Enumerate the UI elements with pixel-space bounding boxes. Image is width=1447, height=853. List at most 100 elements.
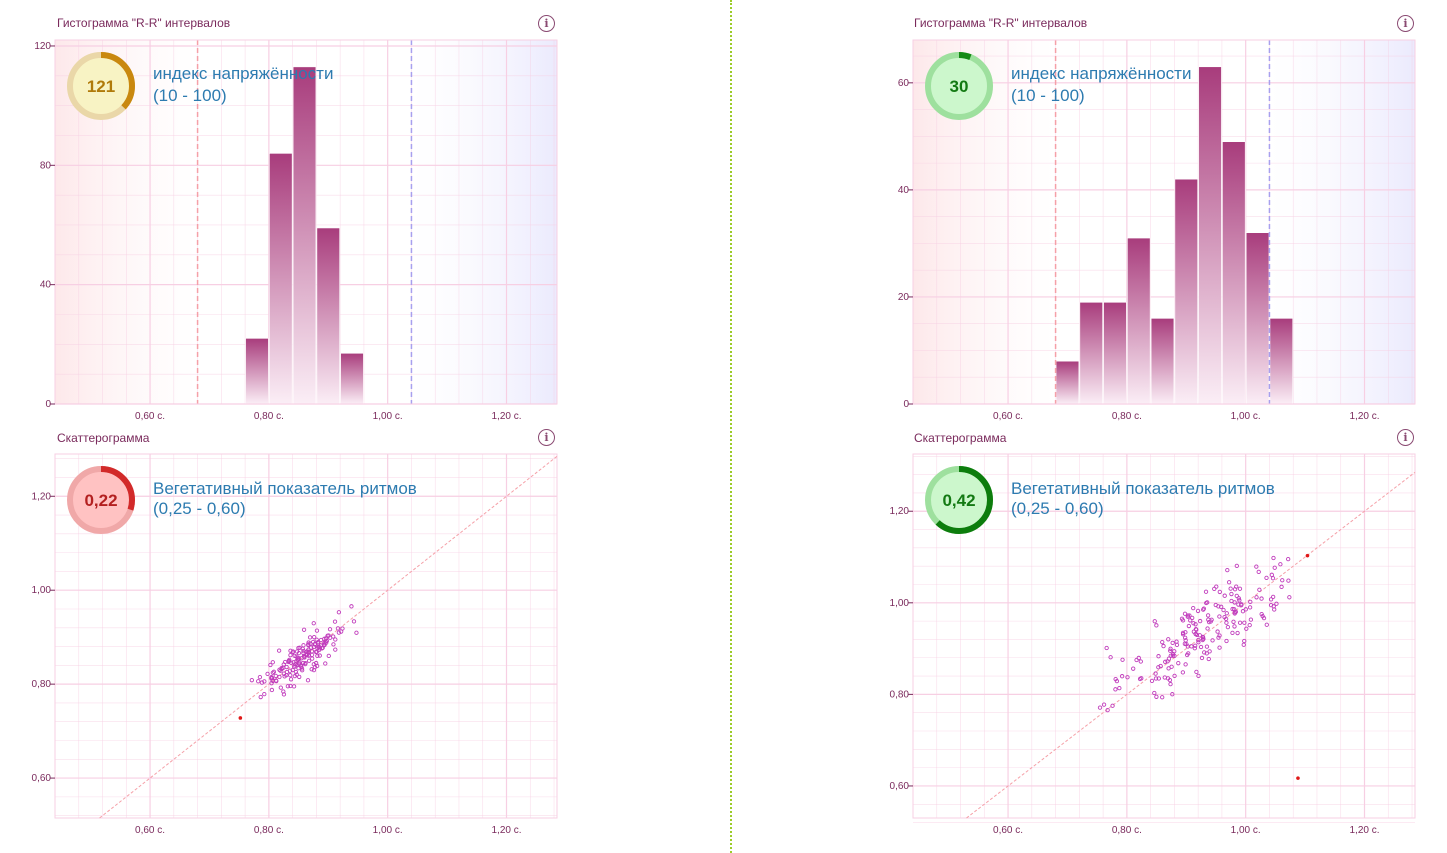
scatter-point xyxy=(1163,659,1168,664)
scatter-point xyxy=(1237,598,1242,603)
scatter-point xyxy=(1272,565,1277,570)
scatter-point xyxy=(296,666,301,671)
scatter-point xyxy=(1239,602,1244,607)
scatter-point xyxy=(1156,676,1161,681)
info-icon[interactable]: i xyxy=(538,15,555,32)
scatter-point xyxy=(1199,655,1205,661)
scatter-point xyxy=(274,678,279,684)
scatter-point xyxy=(1237,620,1243,625)
scatter-point xyxy=(336,630,342,635)
scatter-point xyxy=(1248,599,1253,605)
scatter-point xyxy=(1201,606,1207,611)
scatter-point xyxy=(1183,662,1188,667)
info-icon[interactable]: i xyxy=(1397,429,1414,446)
scatter-point xyxy=(1180,670,1186,675)
info-icon[interactable]: i xyxy=(1397,15,1414,32)
scatter-point xyxy=(1183,638,1188,643)
scatter-point xyxy=(271,669,277,674)
scatter-point xyxy=(1226,580,1232,585)
scatter-point xyxy=(1259,596,1264,601)
scatter-point xyxy=(1217,645,1222,650)
y-tick-label: 1,00 xyxy=(32,585,52,596)
scatter-point xyxy=(1160,695,1165,700)
scatter-point xyxy=(296,645,301,651)
scatter-point xyxy=(296,650,302,656)
y-tick-label: 20 xyxy=(898,292,910,303)
scatter-point xyxy=(1172,653,1177,659)
scatter-point xyxy=(311,644,316,649)
scatter-point xyxy=(1204,651,1209,656)
scatter-point xyxy=(1149,678,1155,684)
scatter-point xyxy=(1254,564,1259,569)
y-tick-label: 60 xyxy=(898,78,910,89)
scatter-point xyxy=(1196,637,1201,643)
y-tick-label: 0 xyxy=(903,399,909,410)
scatter-point xyxy=(1232,624,1237,629)
scatter-point xyxy=(297,661,302,667)
scatter-point xyxy=(1210,638,1215,643)
y-tick-label: 80 xyxy=(40,160,52,171)
scatter-point xyxy=(1152,619,1157,624)
scatter-point xyxy=(336,610,342,615)
scatter-point xyxy=(1113,687,1118,692)
scatter-point xyxy=(1205,600,1210,605)
scatter-point xyxy=(1168,646,1173,651)
scatter-point xyxy=(1153,671,1158,676)
scatter-point xyxy=(312,635,317,640)
histogram-chart-left: 0 40 80 120 0,60 с. 0,80 с. 1,00 с. 1,20 с. xyxy=(34,39,558,422)
scatter-point xyxy=(256,679,261,684)
scatter-point xyxy=(1221,607,1226,613)
scatter-point xyxy=(1274,601,1279,606)
scatter-point xyxy=(288,683,293,689)
scatter-point xyxy=(265,671,270,676)
scatter-point xyxy=(281,671,287,676)
scatter-point xyxy=(1170,640,1175,646)
scatter-point xyxy=(1197,633,1202,638)
x-tick-label: 0,60 с. xyxy=(993,825,1023,836)
scatter-point xyxy=(1120,657,1125,662)
info-icon[interactable]: i xyxy=(538,429,555,446)
scatter-point xyxy=(318,637,324,643)
y-tick-label: 1,00 xyxy=(890,598,910,609)
stress-index-title: индекс напряжённости xyxy=(1011,64,1192,83)
badge-ring-progress xyxy=(67,466,135,534)
scatter-point xyxy=(1247,622,1252,628)
scatter-point xyxy=(1215,629,1220,634)
scatter-point xyxy=(282,659,288,665)
x-tick-label: 1,20 с. xyxy=(1349,411,1379,422)
scatter-point xyxy=(1206,619,1212,625)
scatter-point xyxy=(1183,635,1188,640)
scatter-point xyxy=(1174,639,1179,644)
x-tick-label: 1,20 с. xyxy=(491,825,521,836)
scatter-point xyxy=(1186,623,1192,629)
scatter-point xyxy=(1270,576,1276,581)
x-tick-label: 0,80 с. xyxy=(1112,411,1142,422)
y-tick-label: 0,60 xyxy=(890,781,910,792)
scatter-point xyxy=(1097,705,1103,710)
scatter-point xyxy=(1184,642,1189,647)
scatter-point xyxy=(1229,598,1234,604)
scatter-point xyxy=(1254,595,1259,600)
scatter-point xyxy=(1169,664,1174,669)
scatter-point xyxy=(1192,646,1197,651)
scatter-point xyxy=(1158,663,1163,669)
scatter-point xyxy=(331,642,336,647)
y-tick-label: 0,80 xyxy=(890,689,910,700)
scatter-point xyxy=(1204,644,1210,649)
scatter-point xyxy=(288,677,294,682)
scatter-point xyxy=(1184,652,1190,658)
scatter-title-right: Скаттерограмма xyxy=(914,431,1007,445)
scatter-point xyxy=(305,678,311,683)
scatter-point xyxy=(300,668,305,673)
scatter-point xyxy=(1206,617,1211,622)
scatter-point xyxy=(326,653,331,659)
scatter-point xyxy=(259,680,265,685)
x-tick-label: 0,60 с. xyxy=(993,411,1023,422)
scatter-point xyxy=(1165,676,1171,681)
scatter-point xyxy=(269,681,274,686)
stress-index-range: (10 - 100) xyxy=(1011,86,1085,105)
y-tick-label: 1,20 xyxy=(32,491,52,502)
scatter-point xyxy=(286,658,291,663)
scatter-point xyxy=(1131,666,1136,671)
scatter-point xyxy=(269,687,275,693)
